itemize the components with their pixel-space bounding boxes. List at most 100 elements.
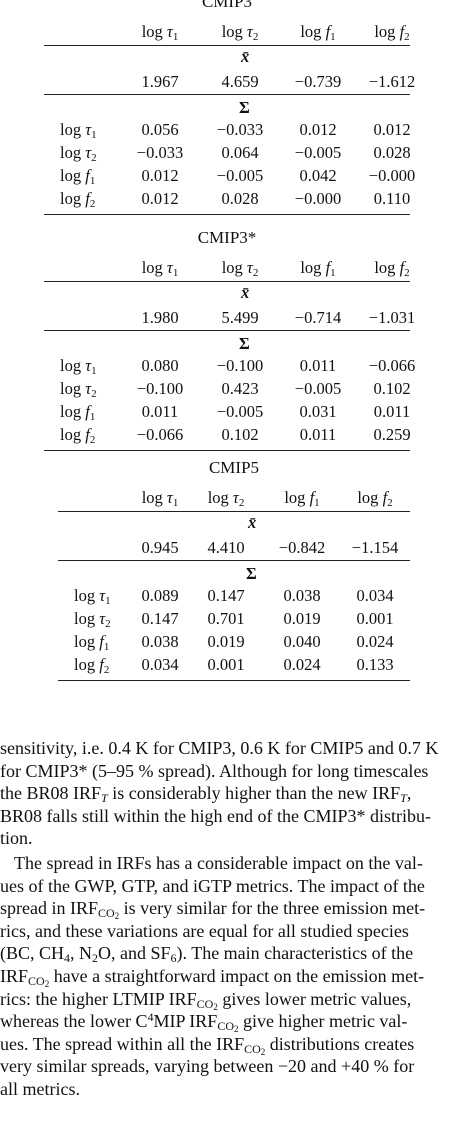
row-label: log f1 <box>60 166 96 187</box>
mean-symbol: x̄ <box>241 47 250 66</box>
row-label: log τ1 <box>60 120 97 141</box>
column-header: log f1 <box>300 258 336 279</box>
table-rule <box>44 45 410 46</box>
row-label: log τ1 <box>74 586 111 607</box>
matrix-value: 0.012 <box>141 166 179 185</box>
text-line: very similar spreads, varying between −2… <box>0 1056 415 1077</box>
mean-value: 1.980 <box>141 308 179 327</box>
matrix-value: 0.102 <box>221 425 259 444</box>
text-line: all metrics. <box>0 1078 80 1099</box>
mean-value: −0.739 <box>294 72 342 91</box>
row-label: log τ1 <box>60 356 97 377</box>
matrix-value: −0.066 <box>136 425 184 444</box>
matrix-value: 0.133 <box>356 655 394 674</box>
matrix-value: 0.423 <box>221 379 259 398</box>
column-header: log τ2 <box>207 488 245 509</box>
matrix-value: 0.012 <box>299 120 337 139</box>
matrix-value: −0.100 <box>136 379 184 398</box>
mean-value: 0.945 <box>141 538 179 557</box>
matrix-value: −0.000 <box>294 189 342 208</box>
matrix-value: 0.259 <box>373 425 411 444</box>
column-header: log f2 <box>357 488 393 509</box>
matrix-value: 0.080 <box>141 356 179 375</box>
covariance-symbol: Σ <box>239 98 250 117</box>
table-rule <box>44 214 410 215</box>
mean-value: −0.714 <box>294 308 342 327</box>
row-label: log f1 <box>60 402 96 423</box>
row-label: log f2 <box>60 189 96 210</box>
matrix-value: 0.034 <box>356 586 394 605</box>
text-line: ues. The spread within all the IRFCO2 di… <box>0 1033 415 1057</box>
row-label: log f2 <box>74 655 110 676</box>
matrix-value: −0.005 <box>216 166 264 185</box>
matrix-value: −0.005 <box>294 143 342 162</box>
mean-value: −0.842 <box>278 538 326 557</box>
matrix-value: −0.033 <box>136 143 184 162</box>
row-label: log f2 <box>60 425 96 446</box>
mean-value: −1.154 <box>351 538 399 557</box>
row-label: log τ2 <box>60 143 97 164</box>
table-title: CMIP3* <box>197 228 257 247</box>
table-rule <box>58 560 410 561</box>
matrix-value: −0.005 <box>294 379 342 398</box>
matrix-value: −0.005 <box>216 402 264 421</box>
mean-symbol: x̄ <box>248 513 257 532</box>
table-title: CMIP5 <box>208 458 260 477</box>
matrix-value: 0.034 <box>141 655 179 674</box>
column-header: log f2 <box>374 22 410 43</box>
row-label: log f1 <box>74 632 110 653</box>
mean-value: −1.612 <box>368 72 416 91</box>
covariance-symbol: Σ <box>239 334 250 353</box>
matrix-value: 0.024 <box>356 632 394 651</box>
text-line: IRFCO2 have a straightforward impact on … <box>0 965 425 989</box>
matrix-value: 0.019 <box>283 609 321 628</box>
matrix-value: 0.042 <box>299 166 337 185</box>
matrix-value: 0.102 <box>373 379 411 398</box>
matrix-value: 0.024 <box>283 655 321 674</box>
table-rule <box>44 330 410 331</box>
matrix-value: 0.147 <box>141 609 179 628</box>
matrix-value: 0.040 <box>283 632 321 651</box>
row-label: log τ2 <box>60 379 97 400</box>
column-header: log τ1 <box>141 258 179 279</box>
matrix-value: −0.000 <box>368 166 416 185</box>
matrix-value: 0.011 <box>299 356 337 375</box>
mean-value: 5.499 <box>221 308 259 327</box>
column-header: log τ1 <box>141 488 179 509</box>
text-line: tion. <box>0 828 33 849</box>
column-header: log f1 <box>284 488 320 509</box>
matrix-value: 0.701 <box>207 609 245 628</box>
text-line: (BC, CH4, N2O, and SF6). The main charac… <box>0 943 414 966</box>
matrix-value: −0.100 <box>216 356 264 375</box>
text-line: spread in IRFCO2 is very similar for the… <box>0 898 426 922</box>
covariance-symbol: Σ <box>246 564 257 583</box>
table-rule <box>44 94 410 95</box>
column-header: log τ2 <box>221 258 259 279</box>
text-line: BR08 falls still within the high end of … <box>0 805 431 826</box>
text-line: rics: the higher LTMIP IRFCO2 gives lowe… <box>0 988 412 1012</box>
text-line: The spread in IRFs has a considerable im… <box>14 853 423 873</box>
matrix-value: 0.011 <box>299 425 337 444</box>
matrix-value: 0.147 <box>207 586 245 605</box>
column-header: log f1 <box>300 22 336 43</box>
matrix-value: 0.011 <box>141 402 179 421</box>
table-title: CMIP3 <box>201 0 253 11</box>
mean-value: 1.967 <box>141 72 179 91</box>
mean-value: −1.031 <box>368 308 416 327</box>
matrix-value: −0.033 <box>216 120 264 139</box>
text-line: the BR08 IRFT is considerably higher tha… <box>0 783 412 806</box>
column-header: log τ1 <box>141 22 179 43</box>
matrix-value: 0.038 <box>283 586 321 605</box>
mean-value: 4.410 <box>207 538 245 557</box>
text-line: ues of the GWP, GTP, and iGTP metrics. T… <box>0 875 425 896</box>
paragraph: sensitivity, i.e. 0.4 K for CMIP3, 0.6 K… <box>0 737 474 850</box>
table-rule <box>58 680 410 681</box>
matrix-value: 0.089 <box>141 586 179 605</box>
matrix-value: 0.012 <box>141 189 179 208</box>
column-header: log f2 <box>374 258 410 279</box>
matrix-value: 0.011 <box>373 402 411 421</box>
matrix-value: 0.001 <box>207 655 245 674</box>
matrix-value: 0.012 <box>373 120 411 139</box>
text-line: for CMIP3* (5–95 % spread). Although for… <box>0 760 429 781</box>
matrix-value: 0.031 <box>299 402 337 421</box>
